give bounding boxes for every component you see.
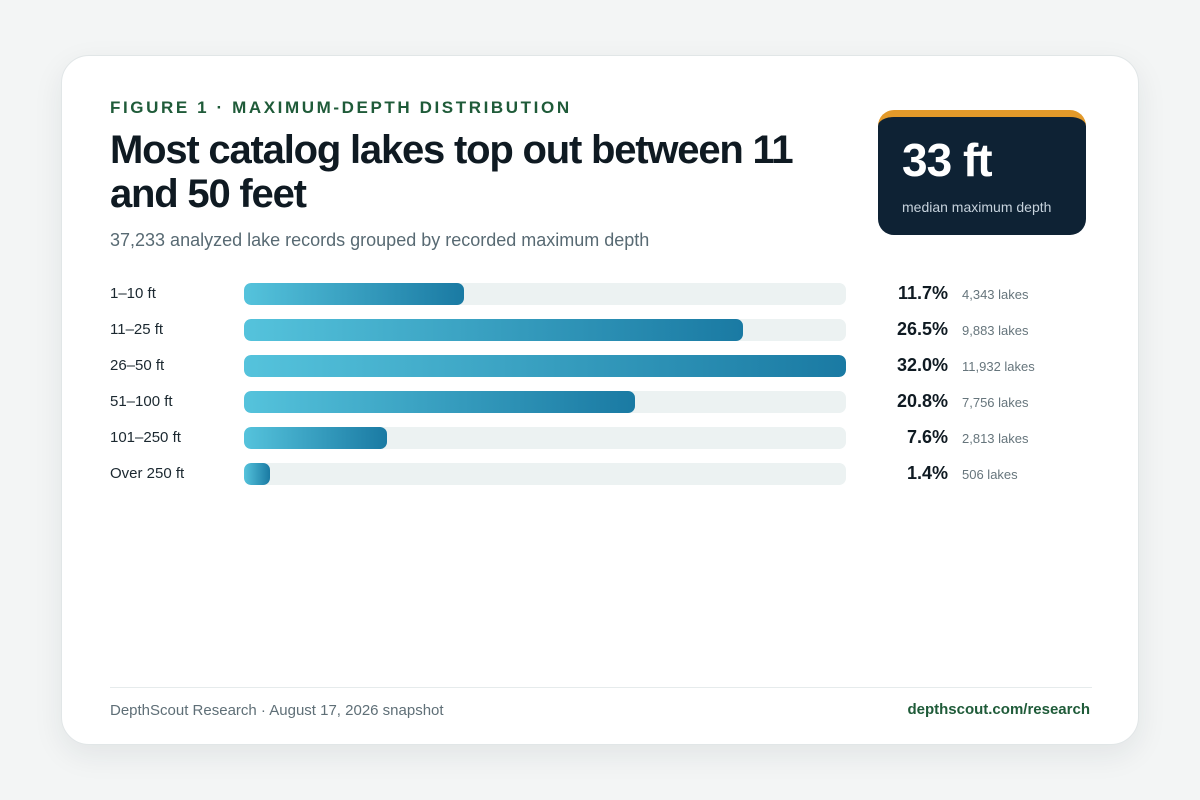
category-label: 11–25 ft: [110, 321, 164, 338]
percent-label: 11.7%: [897, 283, 948, 303]
depth-bar-chart: 1–10 ft 11.7% 4,343 lakes 11–25 ft 26.5% 9,88…: [110, 282, 1110, 498]
percent-label: 26.5%: [896, 319, 948, 339]
bar-row: 101–250 ft 7.6% 2,813 lakes: [110, 426, 1110, 450]
category-label: 26–50 ft: [110, 357, 165, 374]
bar: [244, 355, 846, 377]
percent-label: 32.0%: [896, 355, 948, 375]
bar-track: [244, 391, 846, 413]
count-label: 506 lakes: [962, 467, 1018, 482]
footer-divider: [110, 687, 1092, 688]
bar-track: [244, 427, 846, 449]
footer-source: DepthScout Research · August 17, 2026 sn…: [110, 702, 444, 719]
bar-row: Over 250 ft 1.4% 506 lakes: [110, 462, 1110, 486]
percent-label: 20.8%: [896, 391, 948, 411]
count-label: 11,932 lakes: [962, 359, 1035, 374]
percent-label: 1.4%: [906, 463, 948, 483]
count-label: 2,813 lakes: [962, 431, 1029, 446]
count-label: 9,883 lakes: [962, 323, 1029, 338]
chart-subtitle: 37,233 analyzed lake records grouped by …: [110, 230, 650, 250]
bar: [244, 463, 270, 485]
bar-track: [244, 355, 846, 377]
category-label: 101–250 ft: [110, 429, 181, 446]
median-stat-value: 33 ft: [902, 134, 993, 186]
figure-eyebrow: FIGURE 1 · MAXIMUM-DEPTH DISTRIBUTION: [110, 98, 572, 117]
figure-card: FIGURE 1 · MAXIMUM-DEPTH DISTRIBUTION Mo…: [61, 55, 1139, 745]
category-label: 1–10 ft: [110, 285, 156, 302]
bar-track: [244, 463, 846, 485]
count-label: 4,343 lakes: [962, 287, 1029, 302]
category-label: Over 250 ft: [110, 465, 185, 482]
bar: [244, 283, 464, 305]
median-stat-label: median maximum depth: [902, 199, 1052, 215]
chart-title: Most catalog lakes top out between 11 an…: [110, 128, 794, 216]
bar-track: [244, 283, 846, 305]
research-link[interactable]: depthscout.com/research: [907, 701, 1090, 718]
bar: [244, 319, 743, 341]
percent-label: 7.6%: [906, 427, 948, 447]
bar-row: 1–10 ft 11.7% 4,343 lakes: [110, 282, 1110, 306]
bar-row: 51–100 ft 20.8% 7,756 lakes: [110, 390, 1110, 414]
count-label: 7,756 lakes: [962, 395, 1029, 410]
bar-track: [244, 319, 846, 341]
category-label: 51–100 ft: [110, 393, 173, 410]
median-stat-card: 33 ft median maximum depth: [878, 110, 1086, 235]
bar: [244, 391, 635, 413]
bar-row: 26–50 ft 32.0% 11,932 lakes: [110, 354, 1110, 378]
bar: [244, 427, 387, 449]
bar-row: 11–25 ft 26.5% 9,883 lakes: [110, 318, 1110, 342]
